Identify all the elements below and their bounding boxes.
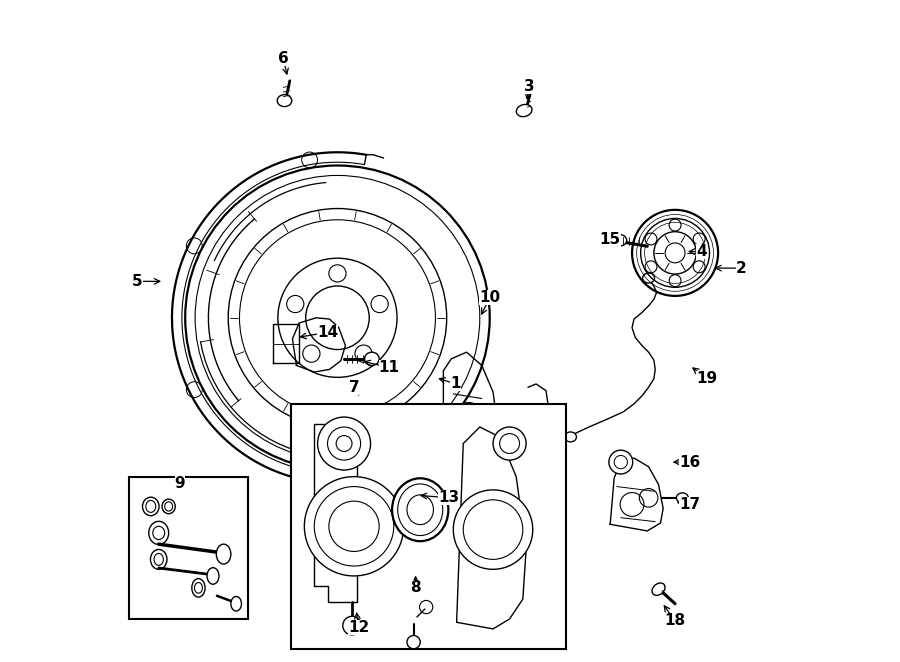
Bar <box>129 477 248 619</box>
Text: 1: 1 <box>450 377 461 391</box>
Circle shape <box>328 427 361 460</box>
Text: 12: 12 <box>348 620 369 635</box>
Text: 5: 5 <box>132 274 143 289</box>
Text: 8: 8 <box>410 581 421 595</box>
Ellipse shape <box>207 568 219 585</box>
Text: 17: 17 <box>680 497 700 512</box>
Ellipse shape <box>652 583 665 595</box>
Text: 2: 2 <box>736 261 747 275</box>
Circle shape <box>343 616 361 635</box>
Text: 16: 16 <box>679 455 700 469</box>
Ellipse shape <box>677 493 688 503</box>
Text: 4: 4 <box>697 244 706 259</box>
Text: 9: 9 <box>175 476 185 491</box>
Text: 15: 15 <box>599 232 621 247</box>
Circle shape <box>318 417 371 470</box>
Text: 10: 10 <box>479 291 500 305</box>
Text: 3: 3 <box>524 79 535 93</box>
Bar <box>291 404 566 649</box>
Ellipse shape <box>148 522 168 544</box>
Ellipse shape <box>192 579 205 597</box>
Circle shape <box>304 477 404 576</box>
Text: 6: 6 <box>278 51 289 66</box>
Circle shape <box>454 490 533 569</box>
Ellipse shape <box>231 596 241 611</box>
Ellipse shape <box>611 234 626 246</box>
Ellipse shape <box>277 95 292 107</box>
Ellipse shape <box>150 549 167 569</box>
Text: 18: 18 <box>664 614 686 628</box>
Circle shape <box>407 636 420 649</box>
Text: 13: 13 <box>438 491 459 505</box>
Ellipse shape <box>216 544 231 564</box>
Text: 19: 19 <box>697 371 717 386</box>
Text: 14: 14 <box>317 325 338 340</box>
Ellipse shape <box>517 105 532 117</box>
Ellipse shape <box>643 273 654 283</box>
Ellipse shape <box>364 352 379 365</box>
Circle shape <box>609 450 633 474</box>
Text: 11: 11 <box>379 360 400 375</box>
Circle shape <box>493 427 526 460</box>
Ellipse shape <box>564 432 576 442</box>
Text: 7: 7 <box>348 380 359 395</box>
Ellipse shape <box>392 478 448 542</box>
